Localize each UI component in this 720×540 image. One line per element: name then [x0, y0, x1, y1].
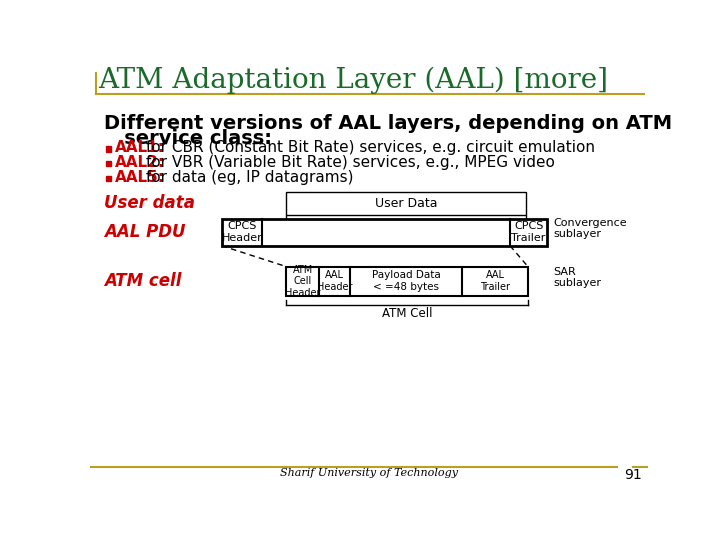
- Text: AAL PDU: AAL PDU: [104, 223, 186, 241]
- Text: ATM Cell: ATM Cell: [382, 307, 432, 320]
- Text: User data: User data: [104, 194, 195, 212]
- Text: for data (eg, IP datagrams): for data (eg, IP datagrams): [141, 170, 354, 185]
- Text: AAL1:: AAL1:: [114, 140, 165, 156]
- Text: for VBR (Variable Bit Rate) services, e.g., MPEG video: for VBR (Variable Bit Rate) services, e.…: [141, 155, 555, 170]
- Text: Different versions of AAL layers, depending on ATM: Different versions of AAL layers, depend…: [104, 114, 672, 133]
- Bar: [106, 176, 111, 181]
- Text: User Data: User Data: [375, 197, 438, 210]
- Text: ATM Adaptation Layer (AAL) [more]: ATM Adaptation Layer (AAL) [more]: [98, 66, 608, 94]
- Text: ATM
Cell
Header: ATM Cell Header: [285, 265, 320, 298]
- Text: service class:: service class:: [104, 129, 272, 148]
- Text: AAL5:: AAL5:: [114, 170, 165, 185]
- Bar: [286, 267, 528, 296]
- Text: SAR
sublayer: SAR sublayer: [554, 267, 601, 288]
- Bar: [106, 161, 111, 166]
- Text: for CBR (Constant Bit Rate) services, e.g. circuit emulation: for CBR (Constant Bit Rate) services, e.…: [141, 140, 595, 156]
- Text: Payload Data
< =48 bytes: Payload Data < =48 bytes: [372, 271, 441, 292]
- Text: CPCS
Header: CPCS Header: [222, 221, 262, 243]
- Text: ATM cell: ATM cell: [104, 272, 181, 290]
- Bar: [106, 146, 111, 152]
- Text: Convergence
sublayer: Convergence sublayer: [554, 218, 627, 239]
- Bar: [222, 219, 547, 246]
- Text: 91: 91: [624, 468, 642, 482]
- Bar: [286, 192, 526, 215]
- Text: AAL
Trailer: AAL Trailer: [480, 271, 510, 292]
- Text: CPCS
Trailer: CPCS Trailer: [511, 221, 546, 243]
- Text: Sharif University of Technology: Sharif University of Technology: [280, 468, 458, 478]
- Text: AAL2:: AAL2:: [114, 155, 165, 170]
- Text: AAL
Header: AAL Header: [317, 271, 353, 292]
